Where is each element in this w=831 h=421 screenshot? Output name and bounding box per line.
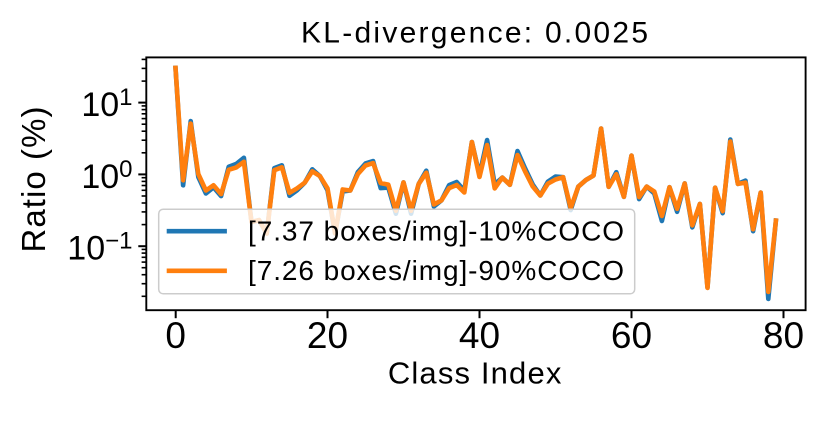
svg-text:20: 20 — [307, 315, 348, 356]
svg-text:Ratio (%): Ratio (%) — [15, 107, 52, 253]
svg-text:80: 80 — [763, 315, 804, 356]
svg-text:[7.26 boxes/img]-90%COCO: [7.26 boxes/img]-90%COCO — [248, 255, 624, 286]
svg-text:KL-divergence: 0.0025: KL-divergence: 0.0025 — [301, 16, 648, 49]
svg-text:40: 40 — [459, 315, 500, 356]
svg-text:[7.37 boxes/img]-10%COCO: [7.37 boxes/img]-10%COCO — [248, 216, 624, 247]
svg-text:0: 0 — [165, 315, 186, 356]
svg-text:Class Index: Class Index — [388, 356, 562, 391]
svg-text:60: 60 — [611, 315, 652, 356]
svg-text:10−1: 10−1 — [67, 228, 132, 268]
